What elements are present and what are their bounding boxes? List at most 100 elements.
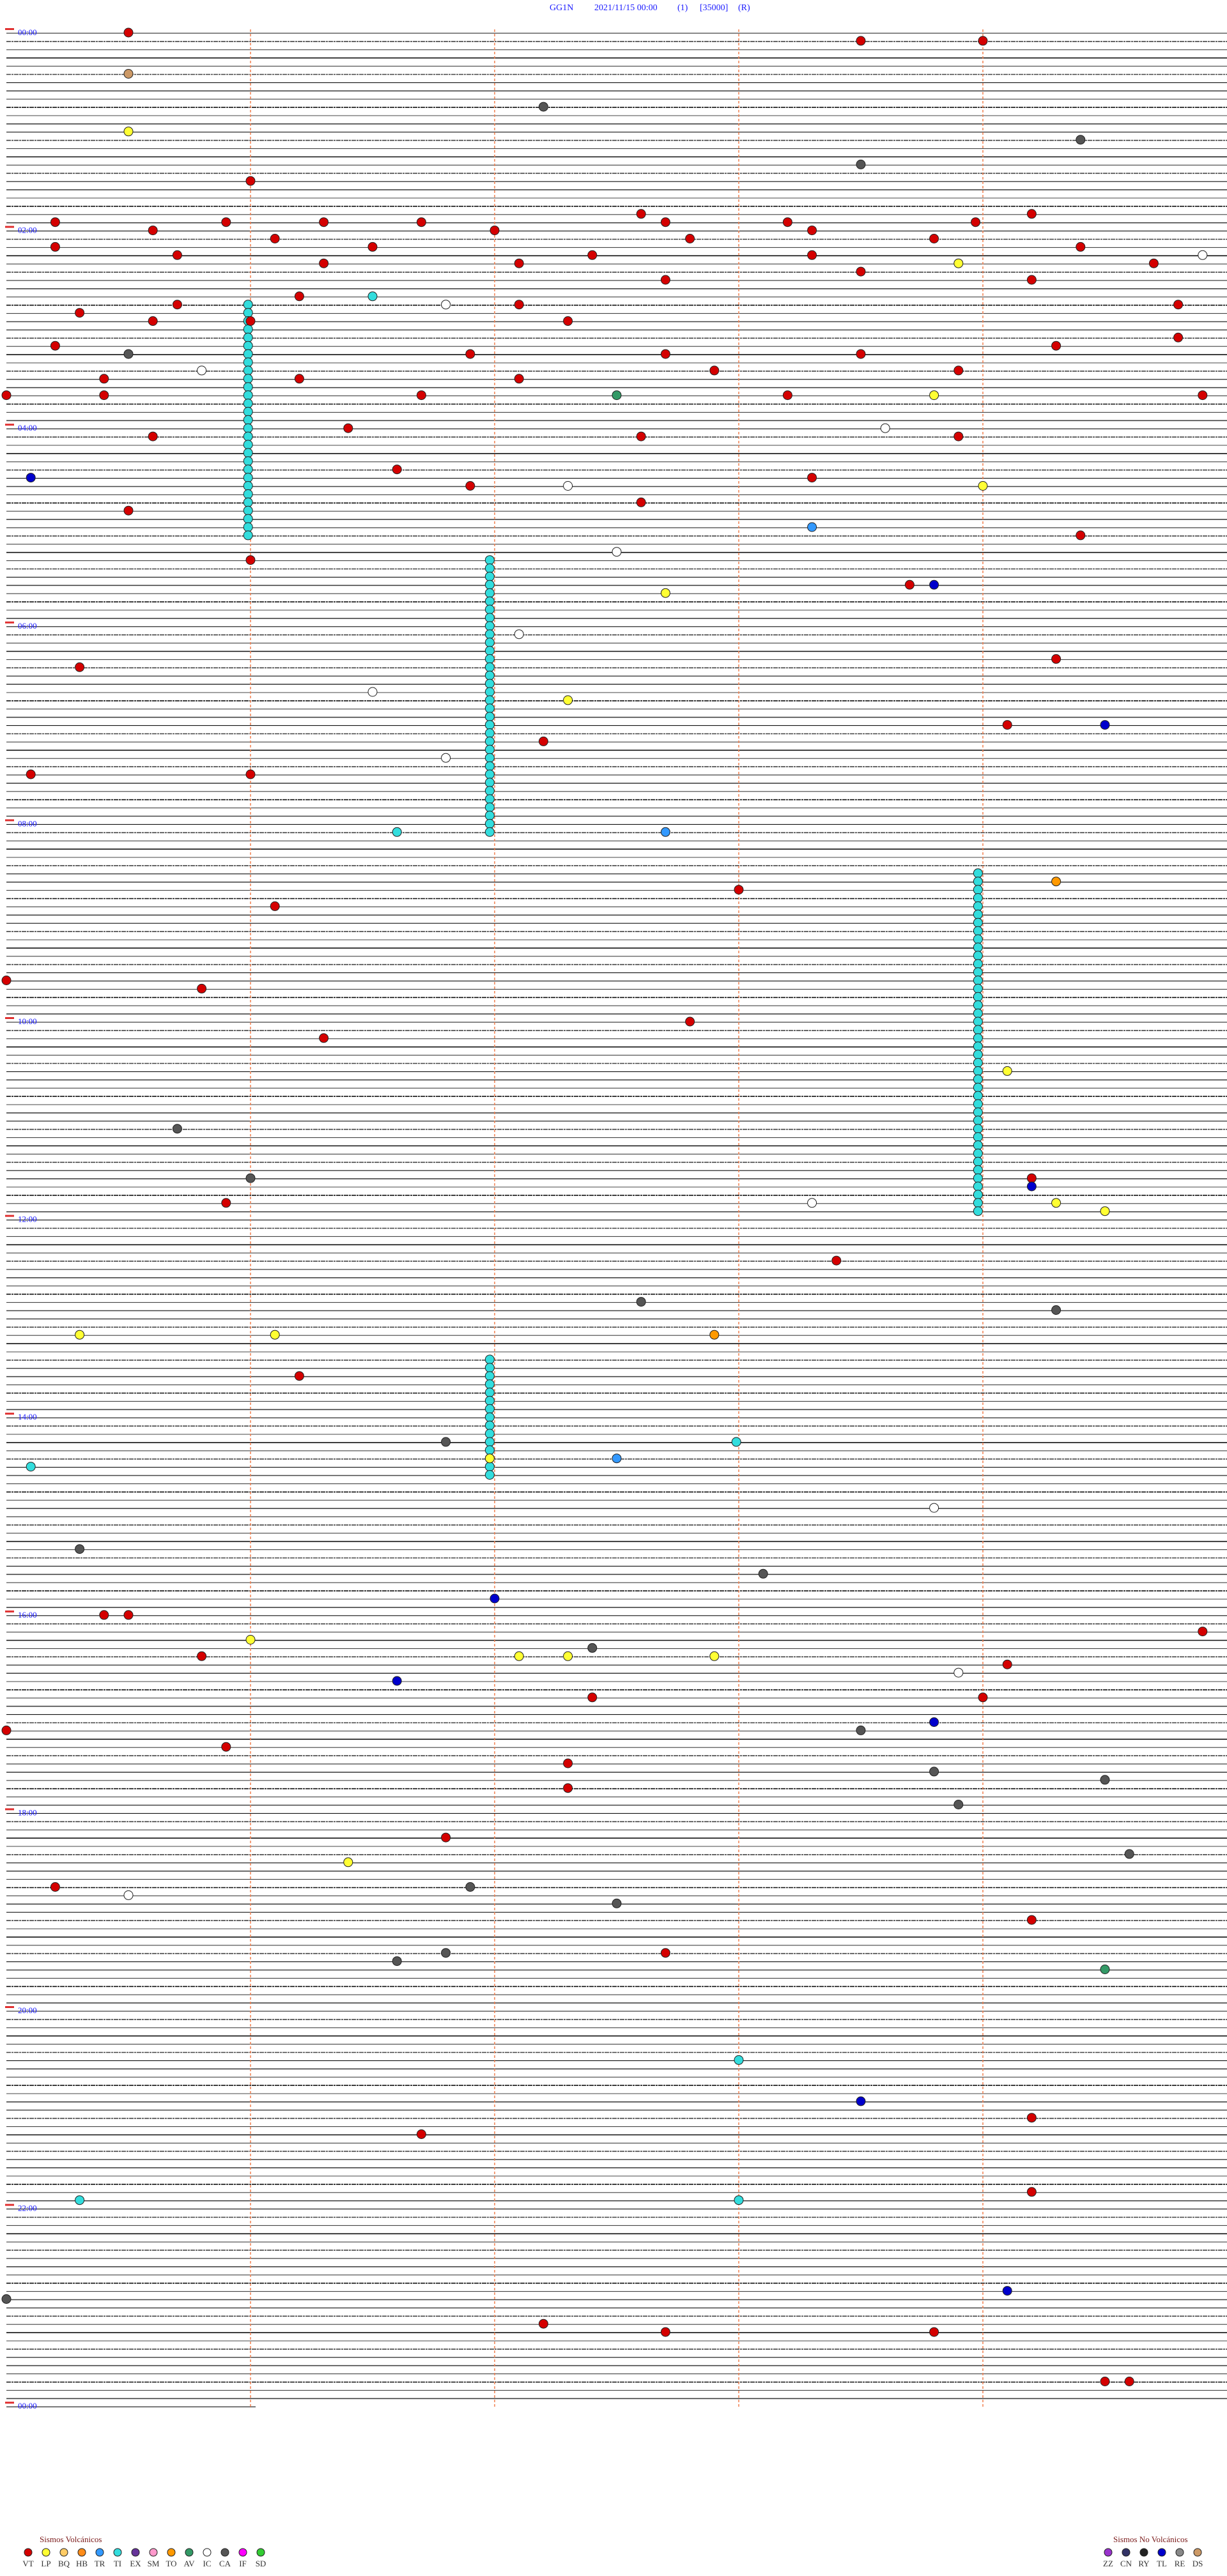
- event: [243, 382, 253, 392]
- event: [484, 571, 495, 581]
- event: [1100, 1206, 1110, 1216]
- event: [973, 909, 983, 919]
- event: [484, 695, 495, 705]
- legend-swatch: [1122, 2548, 1131, 2557]
- event: [973, 1082, 983, 1092]
- event: [243, 399, 253, 408]
- event: [973, 926, 983, 936]
- event: [197, 983, 207, 993]
- legend-code: CN: [1120, 2559, 1132, 2568]
- event: [484, 720, 495, 730]
- hour-tick: [5, 1413, 14, 1415]
- events: [1, 27, 1208, 2386]
- event: [1026, 1915, 1037, 1925]
- event: [484, 1445, 495, 1455]
- legend-code: IF: [239, 2559, 247, 2568]
- legend-swatch: [24, 2548, 33, 2557]
- event: [973, 1008, 983, 1018]
- event: [973, 1025, 983, 1035]
- hour-label: 14:00: [18, 1412, 37, 1422]
- event: [856, 159, 866, 169]
- event: [953, 431, 964, 441]
- event: [99, 390, 109, 401]
- event: [1, 976, 12, 985]
- event: [50, 1882, 60, 1892]
- event: [172, 300, 182, 310]
- event: [484, 1388, 495, 1397]
- event: [484, 1371, 495, 1381]
- event: [270, 234, 280, 243]
- event: [514, 1651, 524, 1661]
- event: [75, 2195, 85, 2205]
- event: [973, 1132, 983, 1142]
- event: [807, 473, 817, 483]
- legend-swatch: [185, 2548, 194, 2557]
- event: [660, 2327, 670, 2337]
- event: [1002, 1659, 1012, 1669]
- event: [856, 36, 866, 46]
- event: [1198, 390, 1208, 401]
- event: [973, 983, 983, 993]
- event: [243, 390, 253, 401]
- legend-code: AV: [183, 2559, 195, 2568]
- event: [367, 687, 378, 697]
- event: [1148, 258, 1159, 268]
- event: [294, 374, 304, 384]
- event: [929, 234, 939, 243]
- event: [245, 316, 256, 326]
- event: [1198, 250, 1208, 260]
- event: [709, 1651, 720, 1661]
- event: [343, 1857, 353, 1867]
- event: [484, 646, 495, 656]
- event: [973, 1140, 983, 1150]
- event: [484, 654, 495, 664]
- event: [484, 1379, 495, 1390]
- event: [490, 226, 500, 236]
- event: [514, 258, 524, 268]
- event: [978, 1692, 988, 1703]
- event: [929, 1717, 939, 1727]
- hour-label: 00:00: [18, 2401, 37, 2411]
- event: [612, 1898, 622, 1908]
- event: [123, 27, 134, 38]
- event: [587, 1692, 598, 1703]
- event: [953, 258, 964, 268]
- event: [1, 390, 12, 401]
- event: [563, 1651, 573, 1661]
- event: [1051, 654, 1061, 664]
- event: [636, 1297, 646, 1307]
- event: [245, 176, 256, 186]
- event: [929, 579, 939, 590]
- event: [612, 1453, 622, 1464]
- event: [1100, 720, 1110, 730]
- event: [563, 695, 573, 705]
- event: [484, 712, 495, 722]
- event: [243, 505, 253, 516]
- event: [50, 217, 60, 227]
- hour-label: 16:00: [18, 1610, 37, 1620]
- event: [484, 761, 495, 771]
- event: [75, 662, 85, 672]
- event: [660, 275, 670, 285]
- event: [587, 250, 598, 260]
- event: [243, 365, 253, 376]
- header: GG1N 2021/11/15 00:00 (1) [35000] (R): [550, 3, 750, 13]
- event: [484, 1404, 495, 1414]
- event: [1, 1725, 12, 1735]
- event: [1, 2294, 12, 2304]
- event: [484, 579, 495, 590]
- event: [123, 69, 134, 79]
- event: [1026, 1181, 1037, 1192]
- event: [197, 1651, 207, 1661]
- event: [807, 226, 817, 236]
- event: [929, 1767, 939, 1777]
- event: [973, 1050, 983, 1060]
- event: [484, 1462, 495, 1472]
- event: [50, 341, 60, 351]
- legend-code: TO: [166, 2559, 176, 2568]
- event: [243, 349, 253, 359]
- event: [1002, 2286, 1012, 2296]
- event: [660, 217, 670, 227]
- hour-tick: [5, 2006, 14, 2008]
- event: [243, 415, 253, 425]
